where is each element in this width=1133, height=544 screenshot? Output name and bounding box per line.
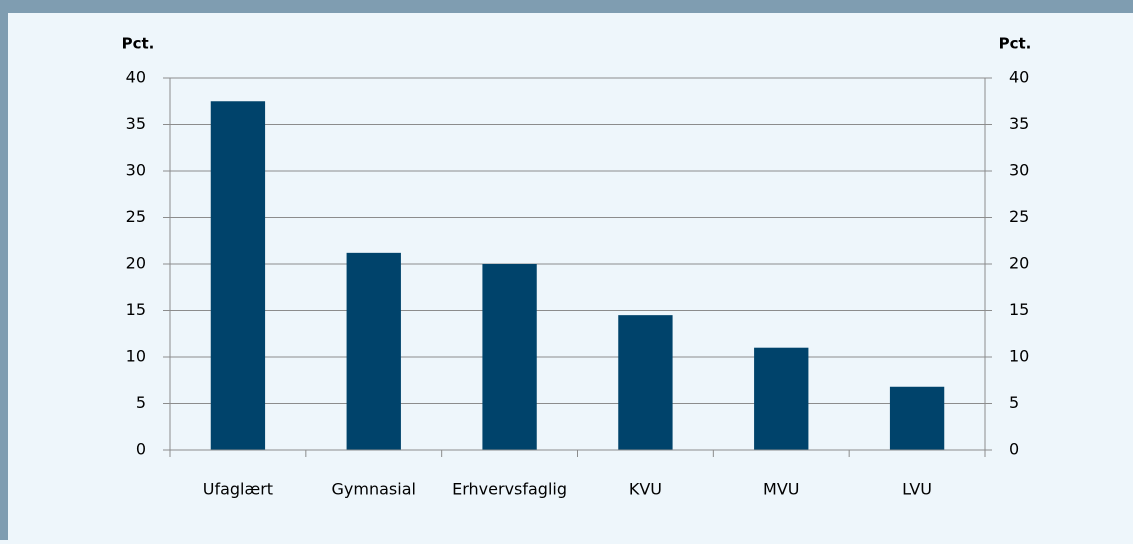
y-tick-label: 5 [136,393,146,412]
bar [618,315,673,450]
y2-axis-label: Pct. [999,35,1032,53]
bar [889,386,945,450]
y2-tick-label: 35 [1009,114,1029,133]
bar [346,252,401,450]
x-tick-label: Gymnasial [332,480,416,499]
y-tick-label: 10 [126,347,146,366]
y-tick-label: 15 [126,300,146,319]
bar [754,347,809,450]
y2-tick-label: 25 [1009,207,1029,226]
header-bar [0,0,1133,13]
y2-tick-label: 40 [1009,68,1029,87]
y2-tick-label: 5 [1009,393,1019,412]
y-axis-label: Pct. [122,35,155,53]
x-tick-label: Ufaglært [203,480,273,499]
y2-tick-label: 0 [1009,440,1019,459]
x-tick-label: KVU [629,480,662,499]
y2-tick-label: 20 [1009,254,1029,273]
y-tick-label: 20 [126,254,146,273]
x-tick-label: Erhvervsfaglig [452,480,567,499]
y-tick-label: 25 [126,207,146,226]
y-tick-label: 0 [136,440,146,459]
y-tick-label: 30 [126,161,146,180]
left-border [0,0,8,540]
y-tick-label: 35 [126,114,146,133]
y2-tick-label: 10 [1009,347,1029,366]
bar [482,264,537,450]
bar [210,101,266,450]
x-tick-label: LVU [902,480,932,499]
x-tick-label: MVU [763,480,799,499]
y2-tick-label: 15 [1009,300,1029,319]
y2-tick-label: 30 [1009,161,1029,180]
y-tick-label: 40 [126,68,146,87]
